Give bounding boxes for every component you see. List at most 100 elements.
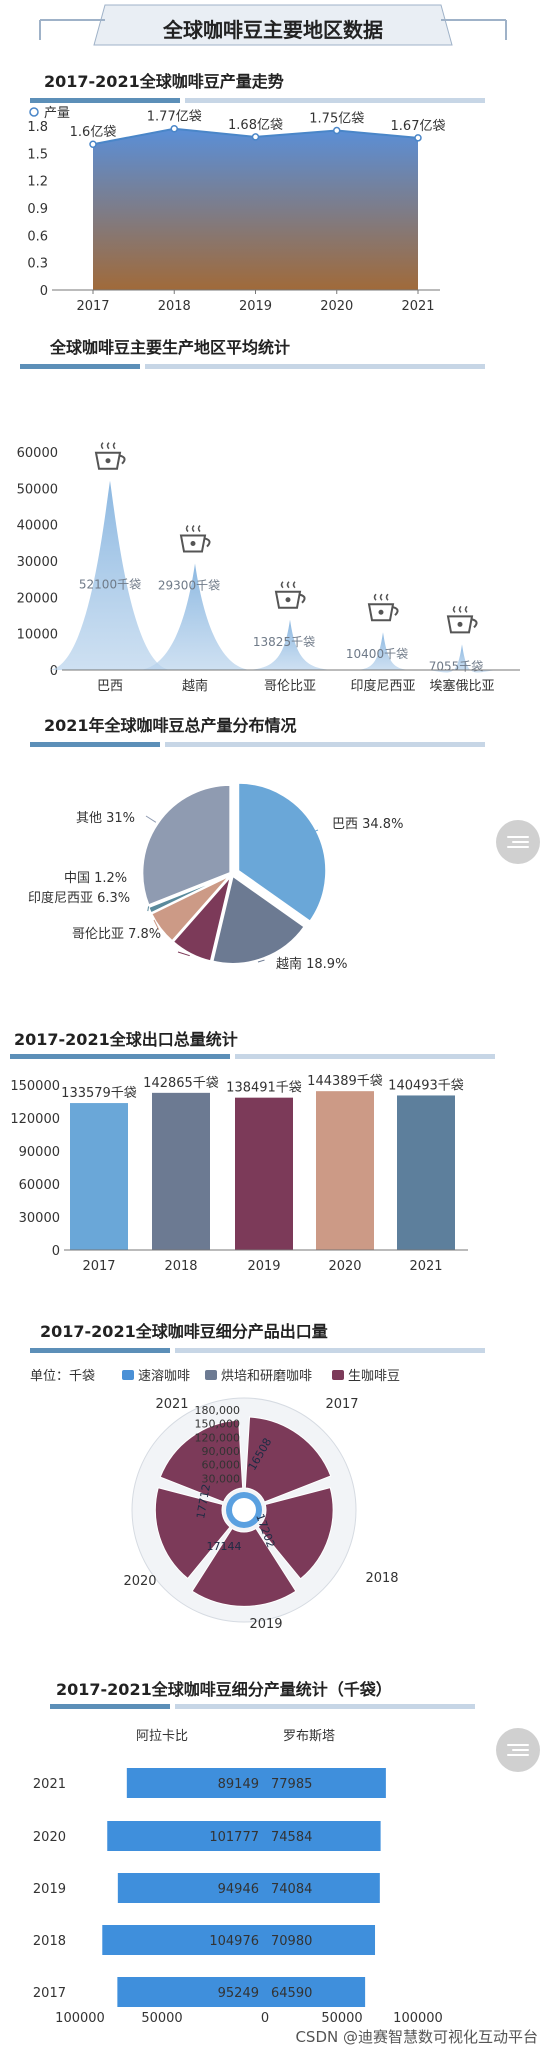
x-tick-label: 100000 (55, 2011, 105, 2026)
menu-icon (507, 1742, 529, 1758)
data-point (333, 126, 341, 135)
legend-marker (332, 1370, 344, 1380)
menu-toggle-button[interactable] (496, 820, 540, 864)
x-tick-label: 2020 (320, 299, 353, 314)
menu-toggle-button-2[interactable] (496, 1728, 540, 1772)
y-tick-label: 10000 (17, 628, 58, 643)
x-tick-label: 100000 (393, 2011, 443, 2026)
region-peak (48, 480, 172, 670)
section-title-production-trend: 2017-2021全球咖啡豆产量走势 (44, 72, 284, 91)
y-tick-label: 2021 (33, 1777, 66, 1792)
data-label: 64590 (271, 1986, 312, 2001)
legend-label: 产量 (44, 106, 70, 121)
y-tick-label: 2017 (33, 1986, 66, 2001)
x-tick-label: 2021 (409, 1259, 442, 1274)
x-tick-label: 50000 (141, 2011, 182, 2026)
data-label: 144389千袋 (307, 1074, 383, 1089)
legend-label: 烘培和研磨咖啡 (221, 1368, 312, 1384)
data-label: 138491千袋 (226, 1081, 302, 1096)
pie-label: 其他 31% (76, 811, 135, 826)
data-label: 77985 (271, 1777, 312, 1792)
pie-label: 中国 1.2% (64, 871, 127, 886)
bar (70, 1103, 128, 1250)
data-label: 17712 (194, 1483, 213, 1520)
pie-label-line (177, 951, 190, 957)
section-title-regional-average: 全球咖啡豆主要生产地区平均统计 (50, 338, 291, 357)
unit-label: 单位：千袋 (30, 1369, 95, 1384)
bar (107, 1821, 381, 1851)
segment-export-polar-chart: 单位：千袋 速溶咖啡 烘培和研磨咖啡 生咖啡豆 30,00060,00090,00012… (30, 1368, 400, 1630)
radial-tick-label: 180,000 (195, 1404, 241, 1417)
data-point (89, 140, 97, 148)
data-label: 101777 (209, 1830, 259, 1845)
bar (316, 1091, 374, 1250)
data-label: 29300千袋 (158, 579, 220, 593)
y-tick-label: 2020 (33, 1830, 66, 1845)
pie-label-line (153, 919, 160, 930)
menu-icon (507, 834, 529, 850)
data-label: 1.67亿袋 (391, 119, 446, 134)
pie-label-line (257, 959, 265, 963)
y-tick-label: 2018 (33, 1934, 66, 1949)
data-label: 104976 (209, 1934, 259, 1949)
coffee-cup-icon (274, 581, 306, 609)
data-label: 133579千袋 (61, 1086, 137, 1101)
y-tick-label: 150000 (10, 1079, 60, 1094)
section-divider (30, 98, 485, 103)
data-label: 1.6亿袋 (70, 125, 117, 140)
x-tick-label: 哥伦比亚 (264, 679, 316, 694)
data-label: 70980 (271, 1934, 312, 1949)
y-tick-label: 120000 (10, 1112, 60, 1127)
pie-slice (211, 874, 306, 965)
y-tick-label: 0 (40, 284, 48, 299)
data-label: 89149 (218, 1777, 259, 1792)
y-tick-label: 90000 (19, 1145, 60, 1160)
legend-label: 生咖啡豆 (348, 1369, 400, 1384)
region-peak (341, 632, 425, 671)
region-peak (422, 644, 502, 673)
legend-marker (205, 1370, 217, 1380)
legend-label: 速溶咖啡 (138, 1369, 190, 1384)
polar-bar (154, 1487, 231, 1580)
section-title-segment-production: 2017-2021全球咖啡豆细分产量统计（千袋） (56, 1680, 392, 1699)
bar (126, 1768, 386, 1798)
category-label: 2017 (325, 1397, 358, 1412)
y-tick-label: 1.8 (27, 120, 48, 135)
section-title-distribution-2021: 2021年全球咖啡豆总产量分布情况 (44, 716, 297, 735)
main-title-banner: 全球咖啡豆主要地区数据 (0, 0, 546, 60)
radial-tick-label: 120,000 (195, 1431, 241, 1444)
x-tick-label: 50000 (321, 2011, 362, 2026)
pie-slice (141, 783, 232, 907)
data-label: 10400千袋 (346, 647, 408, 661)
polar-bar (191, 1527, 297, 1607)
data-point (414, 134, 422, 142)
pie-label: 印度尼西亚 6.3% (28, 890, 130, 906)
page-title: 全球咖啡豆主要地区数据 (163, 18, 383, 42)
category-label: 2020 (123, 1574, 156, 1589)
radial-tick-label: 60,000 (202, 1459, 241, 1472)
coffee-cup-icon (179, 525, 211, 553)
section-divider (30, 742, 485, 747)
export-total-bar-chart: 0 30000 60000 90000 120000 150000 133579千袋 2017… (10, 1074, 468, 1274)
y-tick-label: 0.6 (27, 229, 48, 244)
data-label: 1.75亿袋 (309, 112, 364, 127)
distribution-pie-chart: 巴西 34.8% 越南 18.9% 哥伦比亚 7.8% 印度尼西亚 6.3% 中国 1.… (28, 781, 403, 972)
radial-tick-label: 90,000 (202, 1445, 241, 1458)
production-area (93, 128, 418, 290)
y-tick-label: 0 (50, 664, 58, 679)
x-tick-label: 2019 (239, 299, 272, 314)
x-tick-label: 2019 (247, 1259, 280, 1274)
data-label: 17144 (207, 1540, 242, 1553)
x-tick-label: 0 (261, 2011, 269, 2026)
bar (102, 1925, 376, 1955)
polar-bar (244, 1416, 332, 1503)
pie-label-line (145, 815, 157, 823)
production-trend-chart: 产量 0 0.3 0.6 0.9 1.2 1.5 1.8 1.6亿袋 1.77亿袋 1.68亿袋 1.… (27, 106, 446, 314)
section-divider (30, 1348, 485, 1353)
x-tick-label: 2017 (76, 299, 109, 314)
pie-label: 越南 18.9% (276, 956, 347, 972)
y-tick-label: 30000 (17, 555, 58, 570)
radial-tick-label: 30,000 (202, 1472, 241, 1485)
data-label: 1.68亿袋 (228, 118, 283, 133)
section-title-segment-export: 2017-2021全球咖啡豆细分产品出口量 (40, 1322, 328, 1341)
